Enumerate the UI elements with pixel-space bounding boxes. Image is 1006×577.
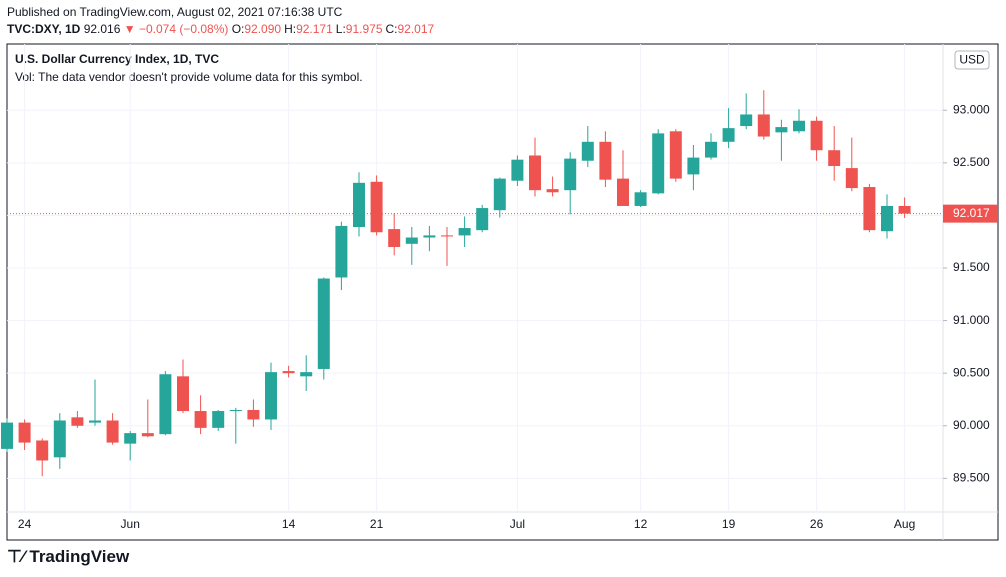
candle-body (247, 409, 260, 420)
price-label-box (943, 204, 998, 223)
candle-body (740, 114, 753, 127)
candle-body (793, 120, 805, 132)
candle-body (652, 133, 665, 194)
y-tick-label: 93.000 (953, 102, 990, 116)
y-tick-label: 91.500 (953, 260, 990, 274)
candle-body (705, 141, 717, 158)
quote-line: TVC:DXY, 1D 92.016 ▼ −0.074 (−0.08%) O:9… (7, 22, 437, 36)
x-tick-label: 24 (18, 517, 32, 531)
candle-body (159, 374, 172, 435)
chart-subtitle: Vol: The data vendor doesn't provide vol… (15, 70, 363, 84)
brand-name: TradingView (29, 547, 130, 566)
y-tick-label: 90.000 (953, 418, 990, 432)
y-tick-label: 90.500 (953, 365, 990, 379)
y-tick-label: 89.500 (953, 471, 990, 485)
candle-body (177, 376, 189, 412)
price-label: 92.017 (953, 206, 990, 220)
ohlc-key: C: (385, 22, 398, 36)
x-tick-label: 14 (282, 517, 296, 531)
ohlc-val: 92.090 (244, 22, 282, 36)
candle-body (599, 141, 612, 180)
candle-body (106, 420, 119, 443)
ohlc-key: O: (231, 22, 245, 36)
brand: ⊤⁄ TradingView (7, 547, 130, 566)
chart-title: U.S. Dollar Currency Index, 1D, TVC (15, 52, 219, 66)
candle-body (828, 150, 841, 166)
published: Published on TradingView.com, August 02,… (7, 5, 343, 19)
candle-body (212, 411, 225, 428)
candle-body (53, 420, 66, 458)
candle-body (335, 225, 348, 278)
published-line: Published on TradingView.com, August 02,… (7, 5, 342, 19)
candle-body (405, 237, 418, 244)
ohlc-val: 92.171 (296, 22, 333, 36)
candle-body (194, 411, 207, 428)
currency: USD (959, 53, 985, 67)
candle-body (36, 440, 49, 461)
candle-body (775, 127, 788, 133)
candle-body (476, 208, 489, 231)
change: ▼ −0.074 (−0.08%) (123, 22, 229, 36)
frame (6, 43, 999, 541)
ohlc: O:92.090 H:92.171 L:91.975 C:92.017 (232, 22, 438, 36)
candle-body (141, 433, 154, 437)
candle-body (757, 114, 770, 137)
ohlc-val: 92.017 (397, 22, 435, 36)
x-tick-label: Aug (894, 517, 915, 531)
candle-body (370, 181, 383, 233)
candle-body (810, 120, 823, 151)
x-tick-label: Jun (121, 517, 140, 531)
candle-body (546, 189, 559, 193)
candle-body (282, 371, 295, 374)
candle-body (353, 182, 365, 227)
candle-body (18, 422, 31, 443)
candle-body (511, 159, 524, 181)
candle-body (845, 168, 858, 189)
x-tick-label: 12 (634, 517, 648, 531)
logo: ⊤⁄ (7, 547, 29, 566)
candle-body (617, 178, 629, 206)
ohlc-key: L: (335, 22, 346, 36)
candle-body (71, 417, 84, 426)
y-tick-label: 92.500 (953, 155, 990, 169)
candle-body (722, 128, 735, 142)
price: 92.016 (83, 22, 121, 36)
candle-body (441, 235, 453, 237)
currency-box (954, 50, 990, 70)
candle-body (124, 433, 137, 444)
x-tick-label: 26 (810, 517, 824, 531)
candle-body (564, 158, 577, 191)
candle-body (388, 229, 401, 247)
candle-body (423, 235, 436, 238)
y-tick-label: 91.000 (953, 313, 990, 327)
candle-body (581, 141, 594, 161)
candle-body (687, 157, 700, 175)
x-tick-label: 19 (722, 517, 736, 531)
candle-body (229, 409, 242, 412)
candle-body (669, 131, 682, 179)
candle-body (1, 422, 13, 449)
candle-body (300, 372, 313, 377)
candle-body (898, 205, 911, 214)
candle-body (458, 228, 471, 236)
candle-body (89, 420, 101, 423)
candle-body (881, 205, 893, 232)
candle-body (634, 192, 647, 206)
candle-body (317, 278, 330, 369)
x-tick-label: Jul (510, 517, 525, 531)
symbol: TVC:DXY, 1D (7, 22, 81, 36)
candle-body (863, 187, 876, 231)
candle-body (265, 372, 277, 420)
candle-body (493, 178, 506, 211)
ohlc-val: 91.975 (345, 22, 383, 36)
x-tick-label: 21 (370, 517, 384, 531)
candle-body (529, 155, 541, 191)
ohlc-key: H: (284, 22, 297, 36)
